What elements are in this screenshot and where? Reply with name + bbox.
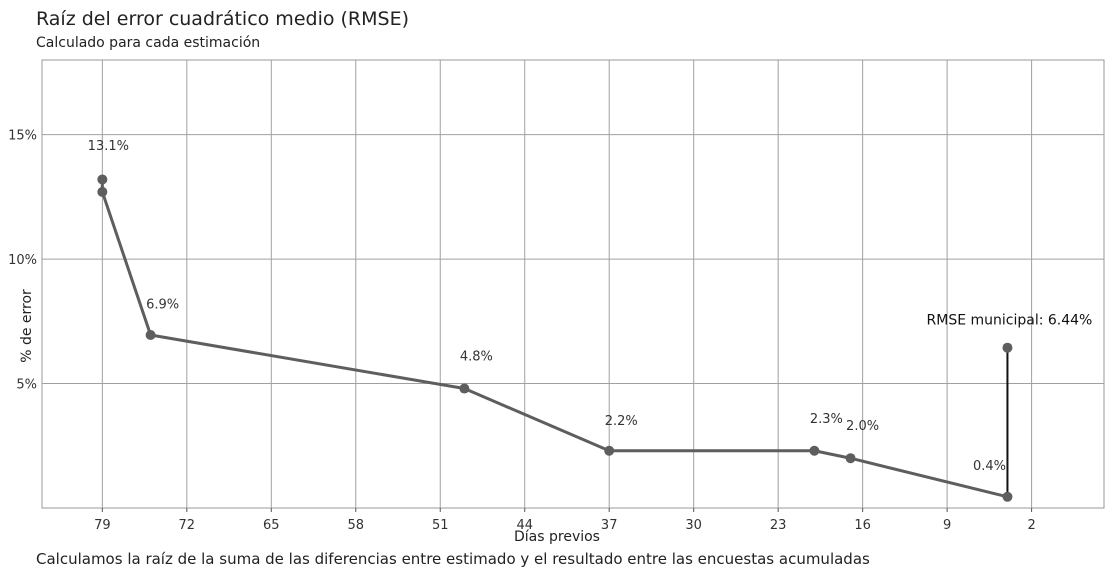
data-label: 2.0% [846, 419, 879, 434]
data-label: 2.3% [810, 412, 843, 427]
x-tick-label: 79 [94, 518, 111, 533]
x-tick-label: 44 [516, 518, 533, 533]
x-tick-label: 23 [770, 518, 787, 533]
x-tick-label: 30 [685, 518, 702, 533]
data-label: 0.4% [973, 459, 1006, 474]
x-tick-label: 9 [943, 518, 951, 533]
x-tick-label: 72 [179, 518, 196, 533]
x-tick-label: 65 [263, 518, 280, 533]
data-point [845, 453, 856, 464]
series-line [100, 179, 1008, 499]
plot-border [41, 59, 1105, 509]
municipal-rmse-label: RMSE municipal: 6.44% [927, 313, 1093, 329]
y-axis-label: % de error [18, 289, 35, 363]
x-tick-label: 58 [347, 518, 364, 533]
y-tick-label: 5% [16, 378, 37, 393]
data-label: 13.1% [88, 139, 129, 154]
x-tick-label: 37 [601, 518, 618, 533]
chart-subtitle: Calculado para cada estimación [36, 35, 261, 51]
x-tick-label: 16 [854, 518, 871, 533]
x-tick-label: 51 [432, 518, 449, 533]
data-point [145, 330, 156, 341]
data-point [1002, 491, 1013, 502]
x-axis-label: Días previos [514, 529, 600, 545]
y-tick-label: 10% [8, 253, 37, 268]
data-point [97, 186, 108, 197]
y-tick-label: 15% [8, 129, 37, 144]
data-point [604, 445, 615, 456]
data-point [97, 174, 108, 185]
chart-caption: Calculamos la raíz de la suma de las dif… [36, 550, 870, 568]
data-label: 6.9% [146, 297, 179, 312]
data-point [459, 383, 470, 394]
data-point [809, 445, 820, 456]
municipal-rmse-point [1002, 342, 1013, 353]
chart-title: Raíz del error cuadrático medio (RMSE) [36, 8, 409, 30]
data-label: 2.2% [605, 414, 638, 429]
data-label: 4.8% [460, 350, 493, 365]
x-tick-label: 2 [1027, 518, 1035, 533]
